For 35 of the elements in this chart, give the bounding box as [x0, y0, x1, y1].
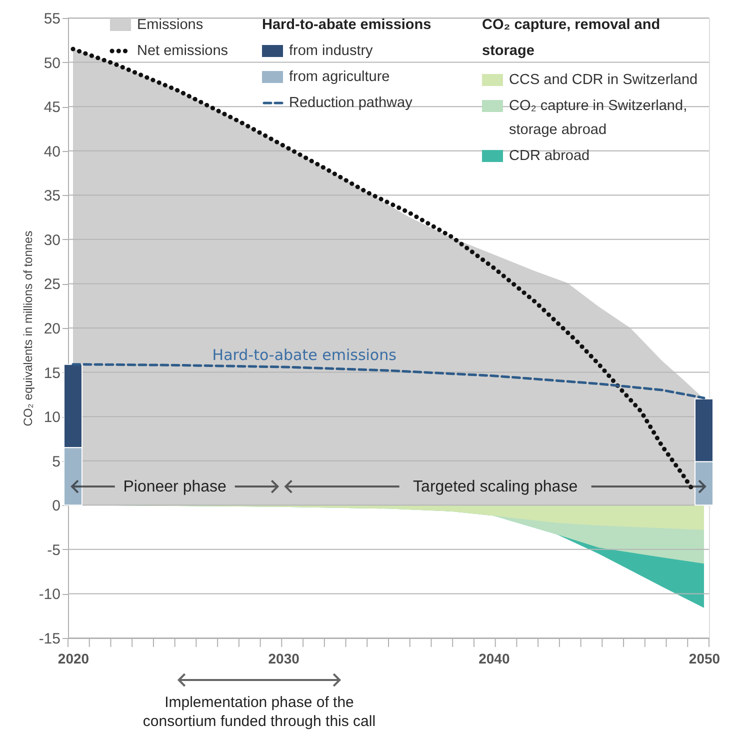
y-tick-label: -15 — [38, 630, 60, 648]
y-tick-label: 25 — [44, 276, 60, 294]
y-tick-label: 40 — [44, 143, 60, 160]
legend-label: Reduction pathway — [289, 95, 414, 111]
text: Implementation phase of the consortium funded through this call — [142, 694, 376, 730]
annotation: Targeted scaling phase — [413, 478, 578, 496]
y-tick-label: 5 — [52, 453, 60, 470]
line-series — [72, 363, 706, 400]
x-tick-label: 2030 — [268, 650, 300, 666]
x-tick-label: 2020 — [58, 650, 90, 666]
y-tick-label: 30 — [44, 232, 60, 249]
x-tick-label: 2040 — [478, 650, 510, 666]
legend-label: Emissions — [137, 17, 204, 33]
legend-label: CO₂ capture in Switzerland, storage abroad — [509, 98, 688, 138]
y-tick-label: -10 — [38, 586, 60, 604]
y-tick-label: 35 — [44, 188, 60, 205]
y-tick-label: 50 — [44, 54, 60, 72]
x-tick-label: 2050 — [688, 650, 720, 666]
y-tick-label: 45 — [44, 99, 60, 116]
y-tick-label: 10 — [44, 409, 60, 426]
y-axis-title: CO₂ equivalents in millions of tonnes — [20, 230, 35, 426]
legend-label: CCS and CDR in Switzerland — [509, 72, 698, 88]
legend-label: from industry — [289, 43, 374, 59]
y-tick-label: 15 — [44, 364, 60, 382]
annotation: Pioneer phase — [123, 478, 227, 496]
annotation: Hard-to-abate emissions — [212, 346, 397, 364]
y-tick-label: 55 — [44, 10, 60, 28]
annotation: Hard-to-abate emissions — [262, 17, 432, 33]
legend-label: CDR abroad — [509, 148, 590, 164]
annotation: CO₂ capture, removal and storage — [482, 17, 660, 59]
y-tick-label: -5 — [47, 542, 60, 559]
legend-label: Net emissions — [137, 43, 228, 59]
y-tick-label: 20 — [44, 320, 60, 338]
legend-label: from agriculture — [289, 69, 390, 85]
y-tick-label: 0 — [52, 498, 60, 515]
